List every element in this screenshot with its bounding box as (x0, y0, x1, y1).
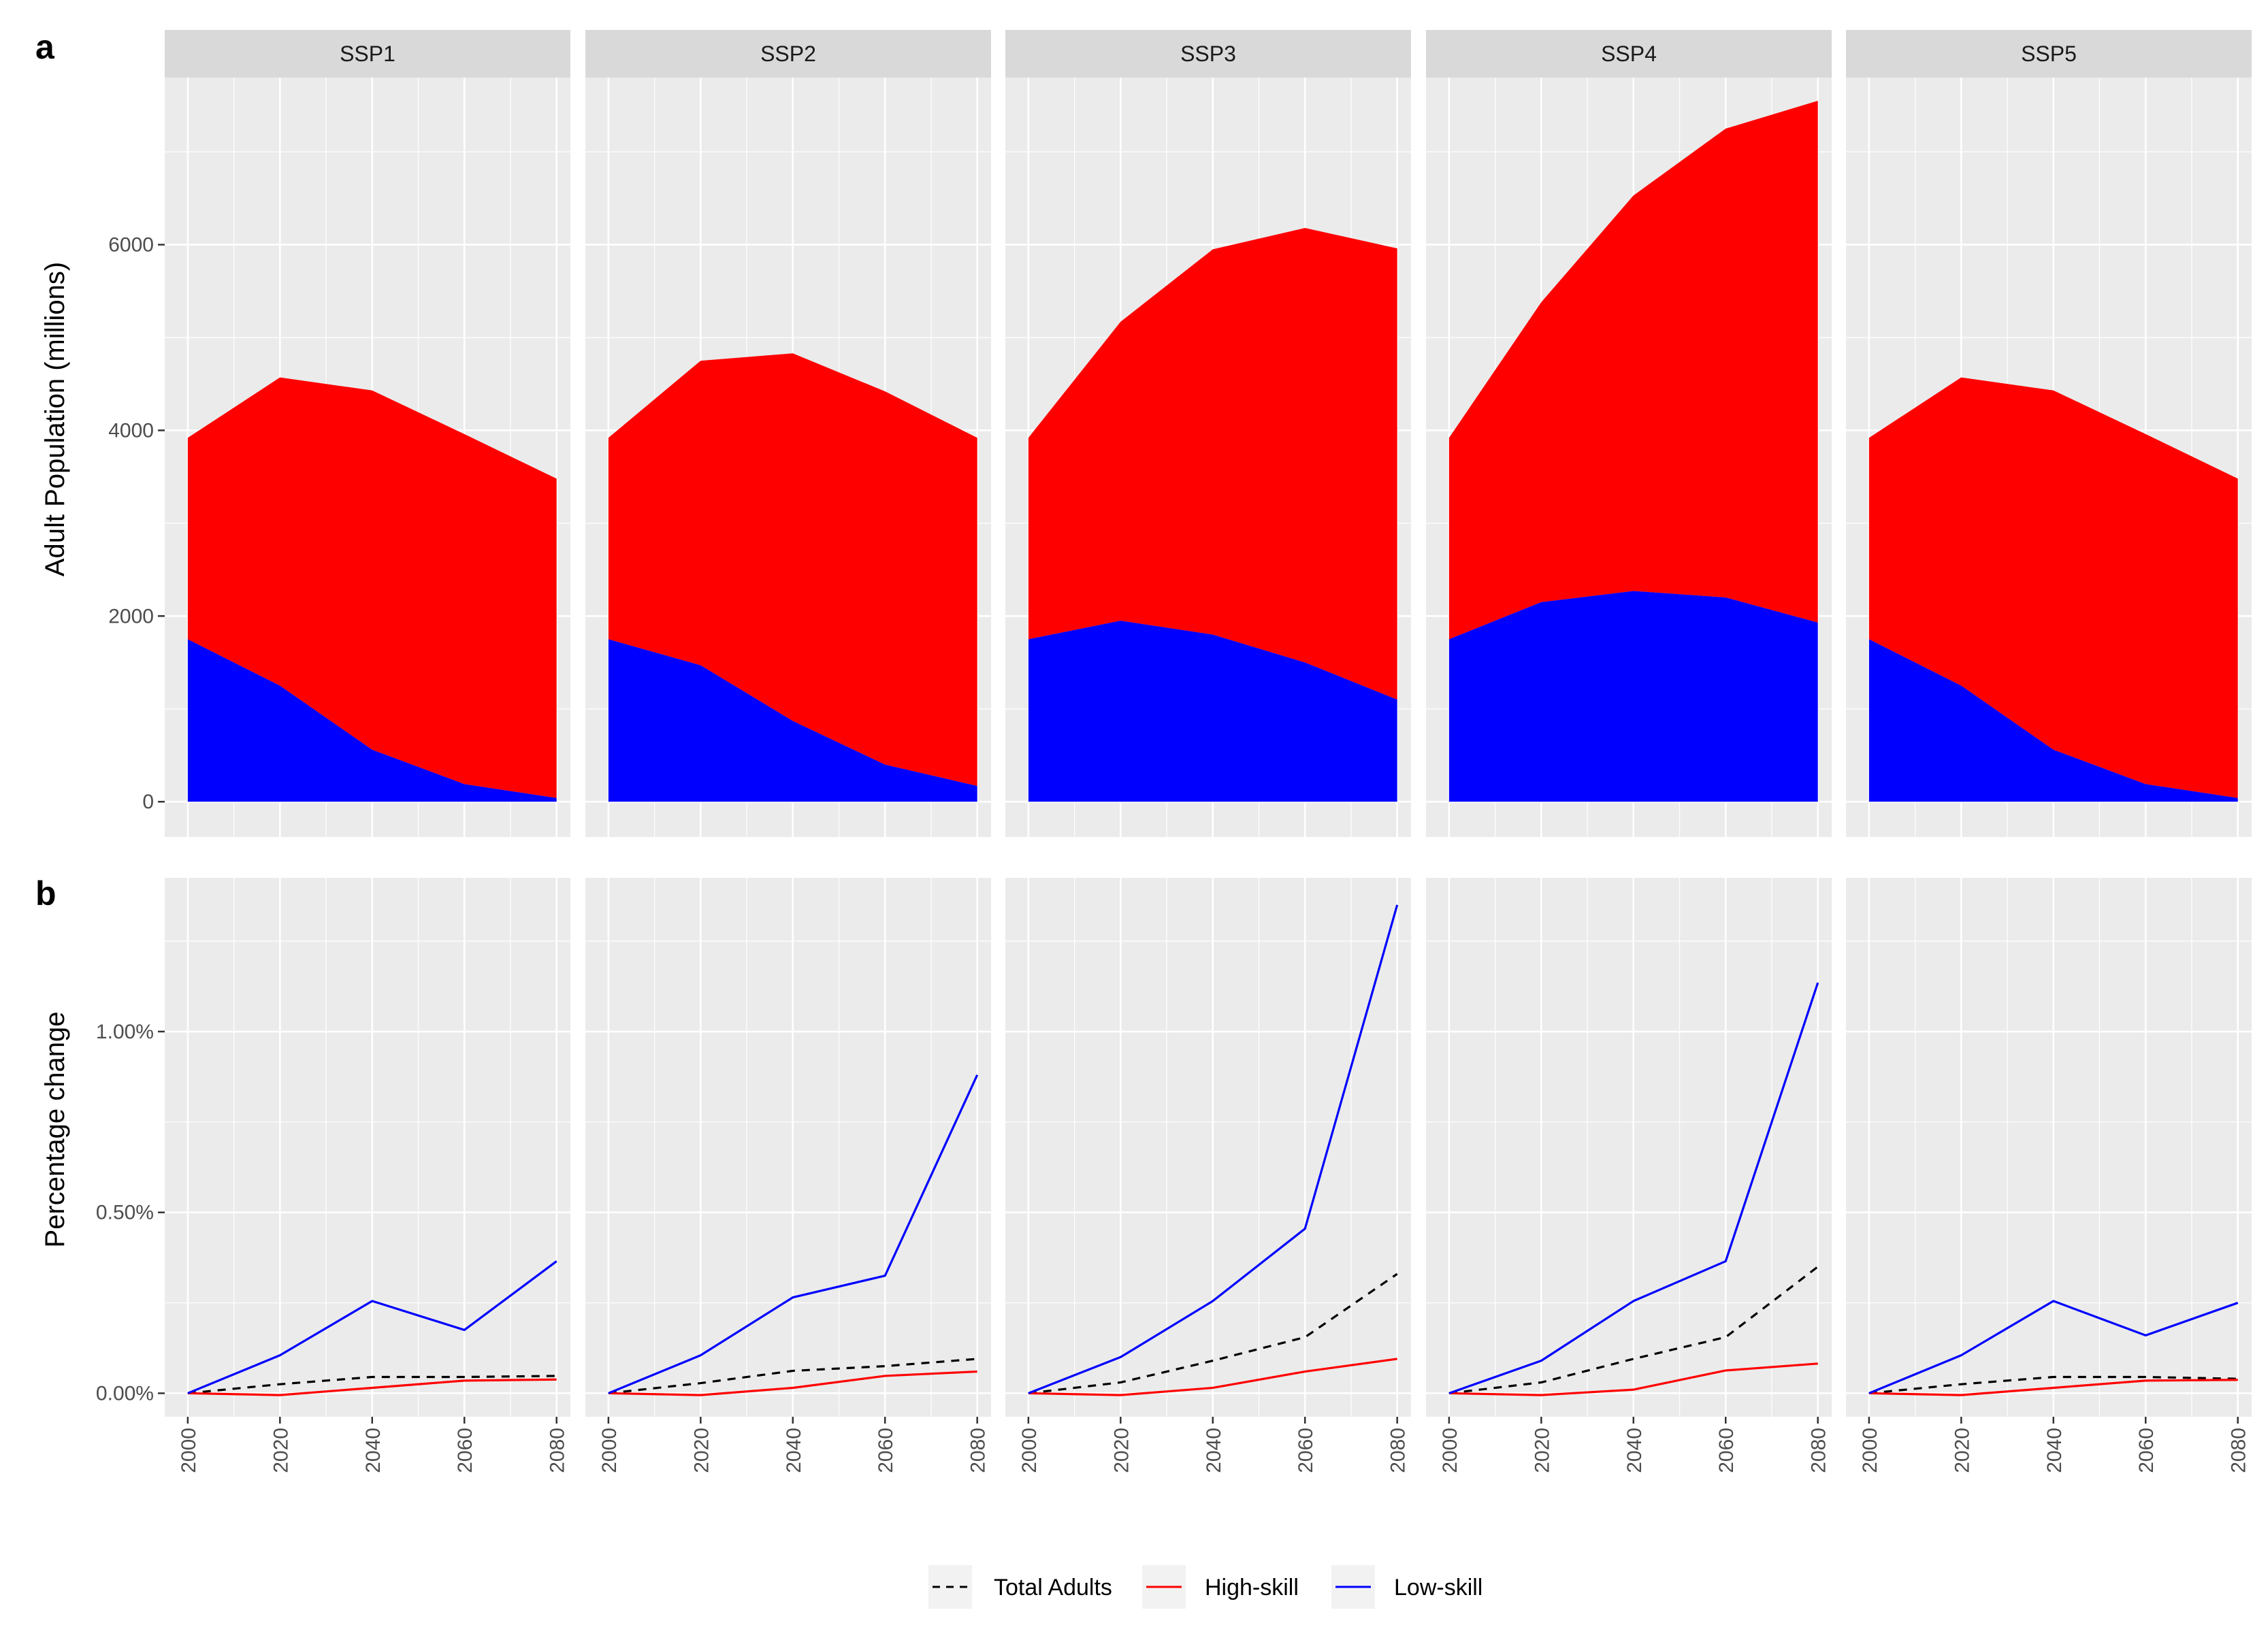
line-total-adults-ssp4 (1448, 1266, 1819, 1395)
x-tick-label: 2020 (270, 1428, 292, 1473)
line-low-skill-ssp2 (608, 1074, 979, 1394)
x-tick-label: 2000 (1018, 1428, 1041, 1473)
area-high-skill-ssp5 (1868, 377, 2238, 798)
x-tick-label: 2040 (1203, 1428, 1225, 1473)
legend-background (926, 1558, 1495, 1618)
y-axis-a: 0 2000 4000 6000 (108, 234, 165, 813)
facet-strip-ssp2 (585, 30, 991, 78)
line-total-adults-ssp5 (1868, 1375, 2238, 1395)
x-tick-label: 2040 (1623, 1428, 1646, 1473)
x-tick-label: 2000 (178, 1428, 200, 1473)
x-tick-label: 2060 (2135, 1428, 2158, 1473)
legend-label-high-skill: High-skill (1205, 1575, 1299, 1601)
legend: Total Adults High-skill Low-skill (926, 1558, 1495, 1618)
panel-b-bg-ssp2 (585, 878, 991, 1417)
y-axis-title-a: Adult Population (millions) (40, 262, 70, 576)
x-tick-label: 2080 (1808, 1428, 1830, 1473)
line-total-adults-ssp1 (187, 1375, 557, 1395)
legend-label-total-adults: Total Adults (994, 1575, 1112, 1601)
panel-letter-a: a (35, 28, 55, 66)
x-tick-label: 2000 (1859, 1428, 1881, 1473)
x-axes: 2000 2020 2040 2060 2080 2000 2020 2040 2060 2080… (178, 1417, 2250, 1473)
x-tick-label: 2080 (967, 1428, 990, 1473)
facet-strip-ssp4 (1426, 30, 1832, 78)
facet-strip-label-ssp5: SSP5 (2021, 42, 2077, 66)
line-high-skill-ssp4 (1448, 1362, 1818, 1396)
x-tick-label: 2000 (1439, 1428, 1461, 1473)
x-tick-label: 2060 (1715, 1428, 1738, 1473)
line-total-adults-ssp3 (1028, 1273, 1398, 1395)
x-tick-label: 2040 (362, 1428, 385, 1473)
area-high-skill-ssp1 (187, 377, 557, 798)
line-high-skill-ssp3 (1028, 1358, 1397, 1396)
facet-strip-ssp3 (1005, 30, 1411, 78)
x-tick-label: 2040 (2043, 1428, 2066, 1473)
facet-strip-ssp5 (1846, 30, 2252, 78)
y-tick-label-b: 0.50% (96, 1202, 154, 1224)
y-tick-label-a: 4000 (108, 419, 154, 442)
facet-strip-ssp1 (165, 30, 570, 78)
x-tick-label: 2020 (1110, 1428, 1133, 1473)
line-low-skill-ssp5 (1868, 1300, 2239, 1394)
legend-item-high-skill: High-skill (1142, 1565, 1299, 1609)
panel-b-bg-ssp4 (1426, 878, 1832, 1417)
y-tick-label-a: 0 (142, 791, 154, 813)
line-high-skill-ssp5 (1868, 1379, 2238, 1396)
area-low-skill-ssp5 (1868, 639, 2238, 802)
x-tick-label: 2080 (1387, 1428, 1410, 1473)
area-high-skill-ssp3 (1028, 228, 1397, 700)
legend-item-total-adults: Total Adults (928, 1565, 1112, 1609)
line-low-skill-ssp3 (1028, 904, 1399, 1394)
area-high-skill-ssp2 (608, 353, 977, 786)
area-low-skill-ssp3 (1028, 621, 1397, 802)
x-tick-label: 2080 (547, 1428, 569, 1473)
x-tick-label: 2040 (783, 1428, 805, 1473)
x-tick-label: 2020 (690, 1428, 713, 1473)
facet-strip-label-ssp1: SSP1 (340, 42, 395, 66)
area-high-skill-ssp4 (1448, 101, 1818, 640)
x-tick-label: 2080 (2228, 1428, 2250, 1473)
line-high-skill-ssp2 (608, 1370, 977, 1396)
y-tick-label-a: 6000 (108, 234, 154, 257)
legend-label-low-skill: Low-skill (1394, 1575, 1483, 1601)
line-low-skill-ssp1 (187, 1260, 557, 1394)
panel-a-facets: SSP1 SSP2 SSP3 SSP4 SSP5 (165, 30, 2252, 837)
panel-letter-b: b (35, 874, 56, 913)
x-tick-label: 2060 (454, 1428, 476, 1473)
line-high-skill-ssp1 (187, 1378, 557, 1396)
y-axis-b: 0.00% 0.50% 1.00% (96, 1021, 165, 1405)
y-tick-label-b: 0.00% (96, 1382, 154, 1405)
x-tick-label: 2060 (875, 1428, 897, 1473)
y-tick-label-a: 2000 (108, 605, 154, 627)
panel-b-facets (165, 878, 2252, 1417)
facet-strip-label-ssp3: SSP3 (1180, 42, 1236, 66)
area-low-skill-ssp2 (608, 639, 977, 802)
facet-strip-label-ssp2: SSP2 (760, 42, 816, 66)
panel-b-bg-ssp5 (1846, 878, 2252, 1417)
x-tick-label: 2020 (1951, 1428, 1973, 1473)
legend-item-low-skill: Low-skill (1331, 1565, 1483, 1609)
line-low-skill-ssp4 (1448, 982, 1819, 1394)
line-total-adults-ssp2 (608, 1358, 977, 1395)
facet-strip-label-ssp4: SSP4 (1601, 42, 1657, 66)
area-low-skill-ssp4 (1448, 591, 1818, 802)
panel-b-bg-ssp1 (165, 878, 570, 1417)
panel-b-bg-ssp3 (1005, 878, 1411, 1417)
x-tick-label: 2000 (598, 1428, 621, 1473)
y-tick-label-b: 1.00% (96, 1021, 154, 1043)
y-axis-title-b: Percentage change (40, 1012, 70, 1248)
x-tick-label: 2060 (1295, 1428, 1317, 1473)
x-tick-label: 2020 (1531, 1428, 1553, 1473)
area-low-skill-ssp1 (187, 639, 557, 802)
